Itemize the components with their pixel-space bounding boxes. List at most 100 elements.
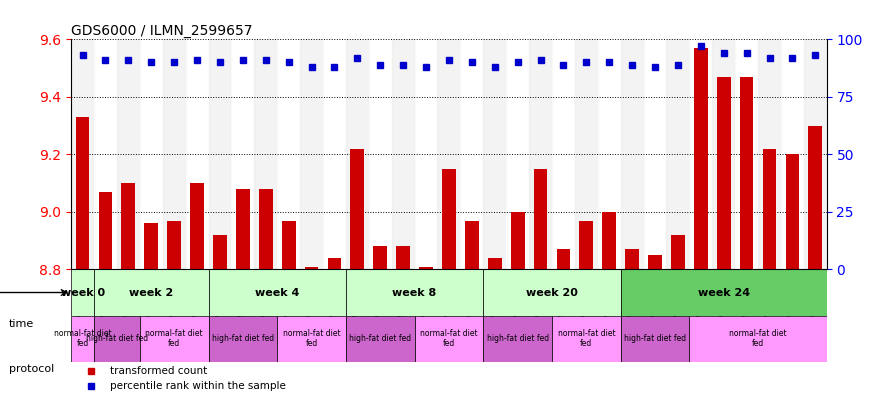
Bar — [254, 39, 277, 270]
Bar — [76, 117, 90, 270]
Bar — [122, 183, 135, 270]
Bar — [186, 39, 209, 270]
Bar — [648, 255, 662, 270]
Bar — [488, 258, 501, 270]
Text: week 20: week 20 — [526, 288, 578, 298]
FancyBboxPatch shape — [346, 270, 484, 316]
Bar — [557, 249, 571, 270]
Bar — [575, 39, 597, 270]
Bar — [213, 235, 227, 270]
Bar — [323, 39, 346, 270]
Bar — [327, 258, 341, 270]
Bar — [689, 39, 712, 270]
Bar — [282, 220, 295, 270]
Text: high-fat diet fed: high-fat diet fed — [624, 334, 686, 343]
Bar — [580, 220, 593, 270]
Bar — [442, 169, 456, 270]
Text: normal-fat diet
fed: normal-fat diet fed — [420, 329, 477, 348]
Bar — [694, 48, 708, 270]
Bar — [644, 39, 667, 270]
Text: high-fat diet fed: high-fat diet fed — [212, 334, 274, 343]
Text: normal-fat diet
fed: normal-fat diet fed — [53, 329, 111, 348]
Bar — [392, 39, 414, 270]
Text: normal-fat diet
fed: normal-fat diet fed — [557, 329, 615, 348]
Bar — [236, 189, 250, 270]
FancyBboxPatch shape — [94, 270, 209, 316]
FancyBboxPatch shape — [689, 316, 827, 362]
Bar — [667, 39, 689, 270]
FancyBboxPatch shape — [621, 316, 689, 362]
Text: week 0: week 0 — [60, 288, 105, 298]
Bar — [763, 149, 776, 270]
Text: week 24: week 24 — [698, 288, 749, 298]
Bar — [603, 212, 616, 270]
Text: high-fat diet fed: high-fat diet fed — [86, 334, 148, 343]
Bar — [461, 39, 484, 270]
Bar — [420, 266, 433, 270]
FancyBboxPatch shape — [140, 316, 209, 362]
Bar — [808, 126, 822, 270]
Text: protocol: protocol — [9, 364, 54, 375]
Legend: transformed count, percentile rank within the sample: transformed count, percentile rank withi… — [76, 362, 290, 393]
Bar — [552, 39, 575, 270]
FancyBboxPatch shape — [71, 316, 94, 362]
Text: normal-fat diet
fed: normal-fat diet fed — [729, 329, 787, 348]
Bar — [804, 39, 827, 270]
Bar — [369, 39, 392, 270]
Bar — [277, 39, 300, 270]
Bar — [350, 149, 364, 270]
Text: high-fat diet fed: high-fat diet fed — [349, 334, 412, 343]
Bar — [209, 39, 231, 270]
Bar — [99, 192, 112, 270]
FancyBboxPatch shape — [484, 270, 621, 316]
FancyBboxPatch shape — [414, 316, 484, 362]
Bar — [163, 39, 186, 270]
Bar — [740, 77, 754, 270]
Text: week 8: week 8 — [392, 288, 436, 298]
Text: week 2: week 2 — [129, 288, 173, 298]
Text: normal-fat diet
fed: normal-fat diet fed — [145, 329, 203, 348]
Text: time: time — [9, 319, 34, 329]
Bar — [533, 169, 548, 270]
Bar — [396, 246, 410, 270]
FancyBboxPatch shape — [346, 316, 414, 362]
Bar — [625, 249, 639, 270]
Bar — [717, 77, 731, 270]
Bar — [597, 39, 621, 270]
Bar — [190, 183, 204, 270]
Bar — [231, 39, 254, 270]
Bar — [94, 39, 117, 270]
Bar — [621, 39, 644, 270]
FancyBboxPatch shape — [484, 316, 552, 362]
FancyBboxPatch shape — [209, 316, 277, 362]
Bar — [414, 39, 437, 270]
Bar — [259, 189, 273, 270]
Bar — [437, 39, 461, 270]
FancyBboxPatch shape — [621, 270, 827, 316]
Text: GDS6000 / ILMN_2599657: GDS6000 / ILMN_2599657 — [71, 24, 252, 38]
FancyBboxPatch shape — [209, 270, 346, 316]
Bar — [506, 39, 529, 270]
Bar — [484, 39, 506, 270]
Bar — [781, 39, 804, 270]
Bar — [117, 39, 140, 270]
Bar — [671, 235, 685, 270]
Bar — [144, 224, 158, 270]
Text: high-fat diet fed: high-fat diet fed — [486, 334, 549, 343]
Bar — [71, 39, 94, 270]
Bar — [373, 246, 387, 270]
Bar — [758, 39, 781, 270]
FancyBboxPatch shape — [552, 316, 621, 362]
Bar — [140, 39, 163, 270]
Bar — [529, 39, 552, 270]
Text: week 4: week 4 — [255, 288, 300, 298]
Bar — [167, 220, 181, 270]
FancyBboxPatch shape — [277, 316, 346, 362]
FancyBboxPatch shape — [94, 316, 140, 362]
Text: normal-fat diet
fed: normal-fat diet fed — [283, 329, 340, 348]
Bar — [712, 39, 735, 270]
Bar — [346, 39, 369, 270]
Bar — [305, 266, 318, 270]
Bar — [786, 154, 799, 270]
Bar — [511, 212, 525, 270]
